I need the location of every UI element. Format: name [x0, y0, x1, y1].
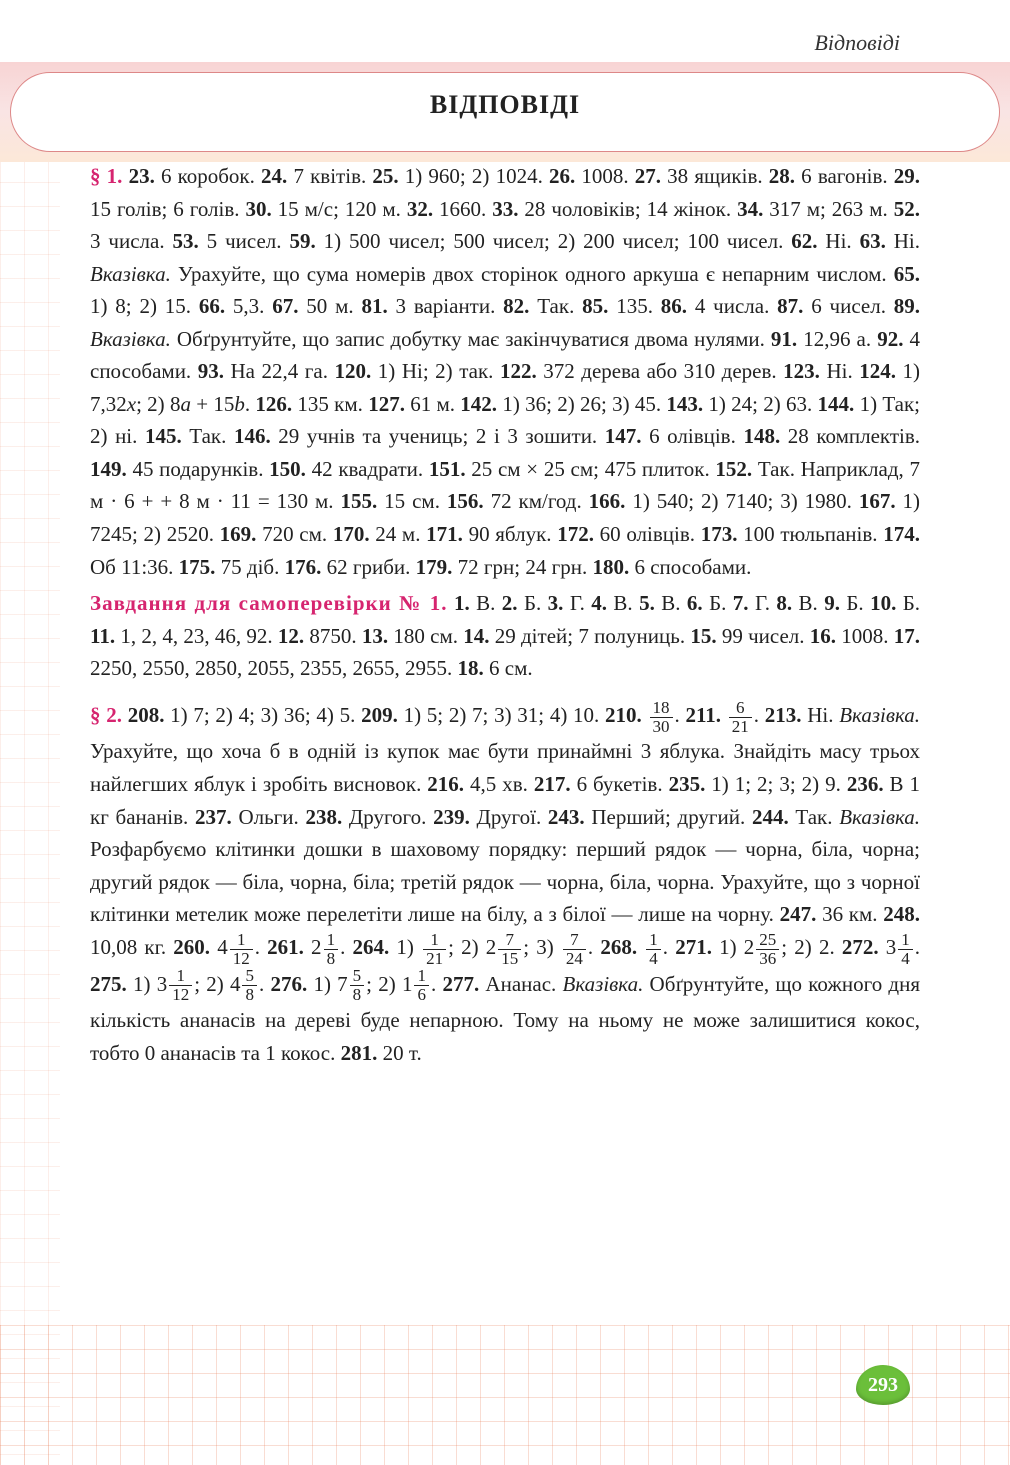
- selfcheck-mark: Завдання для самоперевірки № 1.: [90, 591, 448, 615]
- fraction: 724: [563, 931, 586, 968]
- fraction: 112: [169, 967, 192, 1004]
- fraction: 58: [242, 967, 257, 1004]
- section-2-body: 208. 1) 7; 2) 4; 3) 36; 4) 5. 209. 1) 5;…: [90, 703, 920, 1065]
- section-1: § 1. 23. 6 коробок. 24. 7 квітів. 25. 1)…: [90, 160, 920, 583]
- fraction: 18: [324, 931, 339, 968]
- section-2: § 2. 208. 1) 7; 2) 4; 3) 36; 4) 5. 209. …: [90, 699, 920, 1069]
- fraction: 14: [898, 931, 913, 968]
- page-title: ВІДПОВІДІ: [0, 0, 1010, 120]
- fraction: 16: [414, 967, 429, 1004]
- fraction: 58: [350, 967, 365, 1004]
- fraction: 112: [230, 931, 253, 968]
- page-number-badge: 293: [856, 1365, 910, 1405]
- fraction: 14: [646, 931, 661, 968]
- fraction: 121: [423, 931, 446, 968]
- selfcheck-section: Завдання для самоперевірки № 1. 1. В. 2.…: [90, 587, 920, 685]
- section-1-mark: § 1.: [90, 164, 122, 188]
- page: Відповіді ВІДПОВІДІ § 1. 23. 6 коробок. …: [0, 0, 1010, 1465]
- section-1-body: 23. 6 коробок. 24. 7 квітів. 25. 1) 960;…: [90, 164, 920, 579]
- fraction: 2536: [756, 931, 779, 968]
- fraction: 1830: [650, 699, 673, 736]
- fraction: 621: [729, 699, 752, 736]
- content-body: § 1. 23. 6 коробок. 24. 7 квітів. 25. 1)…: [0, 120, 1010, 1069]
- section-2-mark: § 2.: [90, 703, 122, 727]
- fraction: 715: [498, 931, 521, 968]
